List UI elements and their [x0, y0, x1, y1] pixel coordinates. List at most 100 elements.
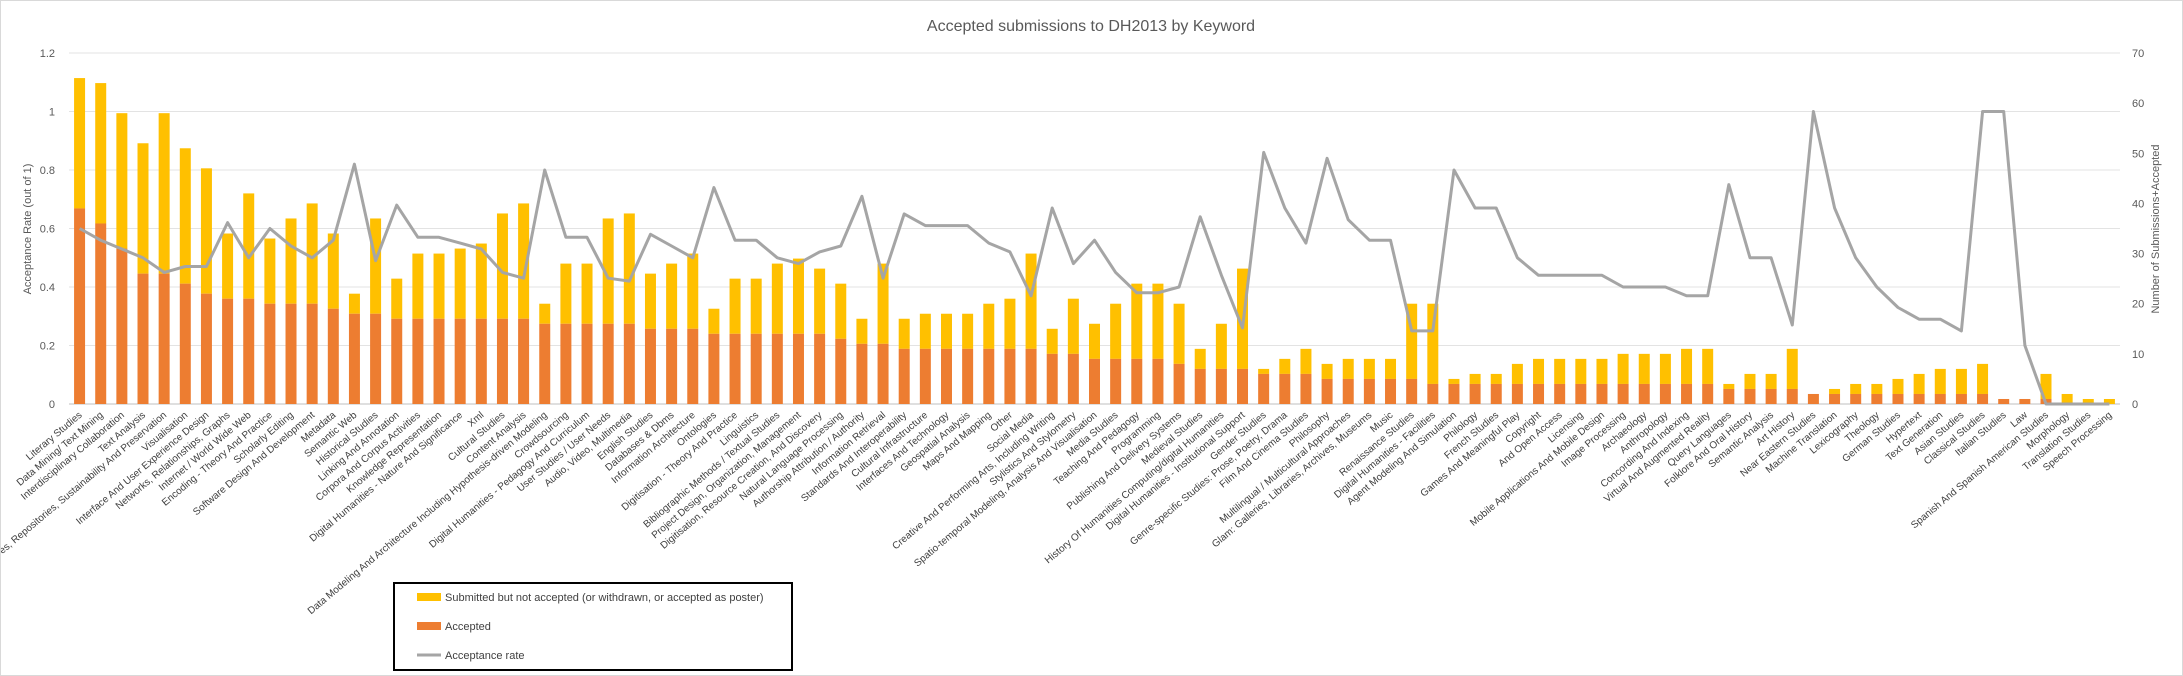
bar-not-accepted	[539, 303, 551, 324]
bar-accepted	[222, 298, 234, 404]
bar-accepted	[433, 318, 445, 404]
bar-not-accepted	[729, 278, 741, 334]
bar-not-accepted	[1934, 368, 1946, 394]
bar-not-accepted	[1723, 383, 1735, 389]
bar-not-accepted	[940, 313, 952, 349]
bar-accepted	[1490, 383, 1502, 404]
bar-accepted	[1152, 358, 1164, 404]
bar-accepted	[370, 313, 382, 404]
bar-not-accepted	[1596, 358, 1608, 384]
bar-accepted	[666, 328, 678, 404]
bar-not-accepted	[454, 248, 466, 319]
bar-not-accepted	[1765, 373, 1777, 389]
y-tick-label: 1	[49, 107, 55, 119]
bar-accepted	[200, 293, 212, 404]
y2-tick-label: 70	[2132, 48, 2144, 60]
bar-accepted	[2019, 398, 2031, 404]
bar-not-accepted	[1215, 323, 1227, 369]
bar-not-accepted	[1659, 353, 1671, 384]
bar-not-accepted	[1385, 358, 1397, 379]
bar-accepted	[496, 318, 508, 404]
y2-tick-label: 50	[2132, 148, 2144, 160]
bar-not-accepted	[222, 233, 234, 299]
y2-axis-title: Number of Submissions+Accepted	[2150, 144, 2162, 313]
bar-not-accepted	[1913, 373, 1925, 394]
bar-not-accepted	[391, 278, 403, 319]
bar-accepted	[306, 303, 318, 404]
bar-not-accepted	[2061, 393, 2073, 404]
bar-not-accepted	[2040, 373, 2052, 399]
bar-not-accepted	[1110, 303, 1122, 359]
bar-accepted	[983, 348, 995, 404]
bar-accepted	[1363, 378, 1375, 404]
bar-accepted	[1046, 353, 1058, 404]
y2-tick-label: 60	[2132, 98, 2144, 110]
bar-accepted	[1194, 368, 1206, 404]
bar-accepted	[1258, 373, 1270, 404]
bar-not-accepted	[1554, 358, 1566, 384]
bar-accepted	[1977, 393, 1989, 404]
bar-not-accepted	[200, 168, 212, 294]
bar-accepted	[454, 318, 466, 404]
bar-not-accepted	[750, 278, 762, 334]
bar-not-accepted	[285, 218, 297, 304]
bar-not-accepted	[327, 233, 339, 309]
bar-not-accepted	[877, 263, 889, 344]
chart-title: Accepted submissions to DH2013 by Keywor…	[927, 18, 1255, 35]
bar-accepted	[644, 328, 656, 404]
bar-accepted	[285, 303, 297, 404]
bar-not-accepted	[1786, 348, 1798, 389]
y2-tick-label: 30	[2132, 249, 2144, 261]
bar-accepted	[158, 273, 170, 404]
bar-not-accepted	[1955, 368, 1967, 394]
bar-accepted	[687, 328, 699, 404]
bar-accepted	[539, 323, 551, 404]
bar-not-accepted	[1342, 358, 1354, 379]
bar-accepted	[814, 333, 826, 404]
bar-accepted	[1850, 393, 1862, 404]
bar-accepted	[1300, 373, 1312, 404]
bar-not-accepted	[2082, 398, 2094, 404]
bar-not-accepted	[814, 268, 826, 334]
bar-not-accepted	[1321, 363, 1333, 379]
bar-accepted	[348, 313, 360, 404]
bar-accepted	[1448, 383, 1460, 404]
bar-accepted	[1829, 393, 1841, 404]
bar-accepted	[1237, 368, 1249, 404]
bar-accepted	[1215, 368, 1227, 404]
bar-accepted	[1469, 383, 1481, 404]
bar-accepted	[518, 318, 530, 404]
bar-accepted	[940, 348, 952, 404]
bar-not-accepted	[856, 318, 868, 344]
bar-accepted	[1342, 378, 1354, 404]
bar-accepted	[327, 308, 339, 404]
bar-not-accepted	[1490, 373, 1502, 384]
bar-not-accepted	[602, 218, 614, 324]
bar-accepted	[1617, 383, 1629, 404]
bar-not-accepted	[1089, 323, 1100, 359]
legend-swatch-not-accepted	[417, 593, 441, 601]
y-tick-label: 0.6	[40, 224, 55, 236]
bar-not-accepted	[95, 83, 107, 224]
bar-accepted	[898, 348, 910, 404]
bar-accepted	[74, 208, 86, 404]
bar-not-accepted	[1511, 363, 1523, 384]
bar-accepted	[391, 318, 403, 404]
legend-label-accepted: Accepted	[445, 621, 491, 633]
bar-not-accepted	[1702, 348, 1714, 384]
bar-not-accepted	[264, 238, 276, 304]
bar-accepted	[602, 323, 614, 404]
bar-not-accepted	[1617, 353, 1629, 384]
legend: Submitted but not accepted (or withdrawn…	[393, 582, 793, 671]
y-tick-label: 0.8	[40, 165, 55, 177]
bar-not-accepted	[666, 263, 678, 329]
bar-accepted	[1659, 383, 1671, 404]
bar-accepted	[1554, 383, 1566, 404]
bar-accepted	[1892, 393, 1904, 404]
bar-not-accepted	[623, 213, 635, 324]
bar-not-accepted	[412, 253, 424, 319]
bar-not-accepted	[2103, 398, 2115, 404]
bar-not-accepted	[1046, 328, 1058, 354]
bar-accepted	[856, 343, 868, 404]
bar-not-accepted	[1004, 298, 1016, 349]
